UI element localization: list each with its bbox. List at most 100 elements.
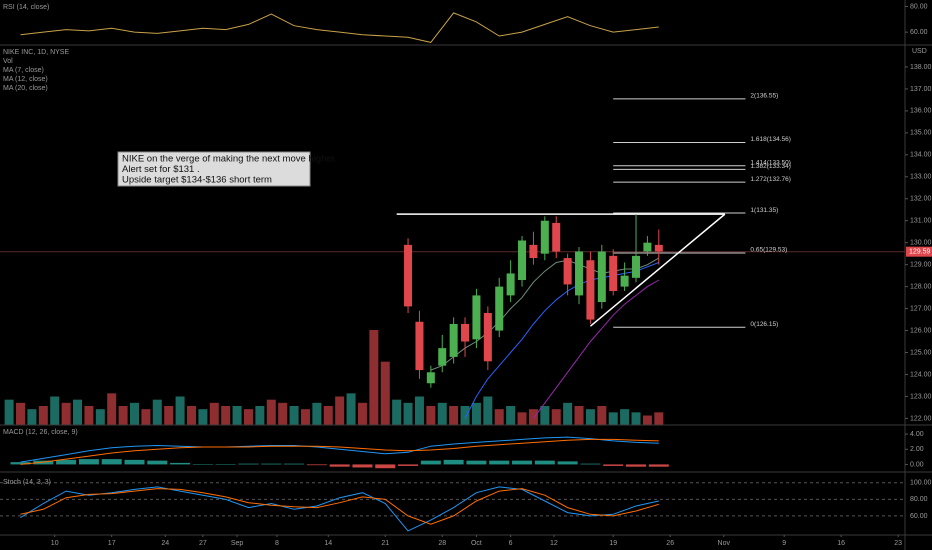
macd-histogram-bar [56, 459, 77, 465]
volume-bar [50, 396, 60, 425]
moving-average [430, 257, 660, 371]
candle-body [540, 220, 549, 254]
last-price-tag [906, 246, 932, 257]
x-tick-label: 14 [324, 540, 332, 547]
candle-body [643, 242, 652, 252]
volume-bar [540, 406, 550, 425]
volume-bar [631, 412, 641, 425]
x-tick-label: 12 [550, 540, 558, 547]
y-tick-label: 126.00 [910, 327, 932, 334]
x-tick-label: 21 [381, 540, 389, 547]
annotation-line: Upside target $134-$136 short term [122, 175, 272, 186]
y-tick-label: 60.00 [910, 513, 928, 520]
y-tick-label: 132.00 [910, 196, 932, 203]
candle-body [586, 260, 595, 320]
fib-label: 0(126.15) [750, 321, 778, 328]
rsi-pane [20, 12, 659, 43]
fib-label: 1(131.35) [750, 207, 778, 214]
x-tick-label: 23 [894, 540, 902, 547]
fib-label: 1.618(134.56) [750, 136, 790, 143]
y-tick-label: 136.00 [910, 108, 932, 115]
signal-line [20, 438, 659, 465]
candle-body [461, 323, 470, 342]
y-tick-label: 130.00 [910, 240, 932, 247]
volume-bar [323, 406, 333, 425]
volume-bar [414, 396, 424, 425]
ma-legend: MA (20, close) [3, 85, 48, 92]
x-tick-label: 24 [161, 540, 169, 547]
macd-histogram-bar [603, 464, 624, 466]
candle-body [472, 295, 481, 340]
volume-bar [141, 409, 151, 425]
macd-histogram-bar [329, 464, 350, 467]
stoch-d-line [20, 488, 659, 525]
volume-bar [392, 399, 402, 425]
macd-histogram-bar [489, 460, 510, 465]
volume-bar [129, 402, 139, 425]
volume-bar [620, 409, 630, 425]
fib-label: 1.382(133.34) [750, 163, 790, 170]
rsi-line [20, 12, 659, 43]
ma-legend: MA (12, close) [3, 76, 48, 83]
annotation: NIKE on the verge of making the next mov… [117, 151, 337, 187]
ma-legend: MA (7, close) [3, 67, 44, 74]
macd-pane [10, 436, 669, 469]
macd-histogram-bar [420, 460, 441, 465]
x-tick-label: 26 [666, 540, 674, 547]
volume-bar [494, 409, 504, 425]
macd-histogram-bar [398, 464, 419, 466]
candle-body [529, 244, 538, 259]
y-tick-label: 124.00 [910, 371, 932, 378]
y-tick-label: 4.00 [910, 431, 924, 438]
macd-histogram-bar [78, 459, 99, 465]
y-tick-label: 134.00 [910, 152, 932, 159]
macd-histogram-bar [626, 464, 647, 467]
volume-bar [84, 406, 94, 425]
fib-label: 1.272(132.76) [750, 176, 790, 183]
volume-bar [107, 393, 117, 425]
volume-bar [38, 406, 48, 425]
volume-bar [312, 402, 322, 425]
chart-title: NIKE INC, 1D, NYSE [3, 49, 69, 56]
macd-histogram-bar [580, 463, 601, 465]
volume-bar [608, 412, 618, 425]
candle-body [632, 255, 641, 278]
macd-line [20, 436, 659, 463]
y-tick-label: 60.00 [910, 29, 928, 36]
volume-bar [266, 399, 276, 425]
volume-bar [528, 409, 538, 425]
volume-bar [426, 406, 436, 425]
macd-histogram-bar [124, 459, 145, 465]
stoch-pane [0, 482, 905, 532]
annotation-line: NIKE on the verge of making the next mov… [122, 154, 337, 165]
y-tick-label: 125.00 [910, 349, 932, 356]
candle-body [518, 240, 527, 281]
y-tick-label: 80.00 [910, 3, 928, 10]
macd-histogram-bar [147, 460, 168, 465]
x-tick-label: 27 [199, 540, 207, 547]
volume-bar [506, 406, 516, 425]
y-tick-label: 131.00 [910, 218, 932, 225]
volume-bar [232, 406, 242, 425]
volume-bar [449, 406, 459, 425]
candle-body [438, 348, 447, 366]
x-tick-label: 9 [782, 540, 786, 547]
volume-bar [221, 406, 231, 425]
x-tick-label: 10 [51, 540, 59, 547]
volume-bar [95, 409, 105, 425]
volume-bar [164, 406, 174, 425]
x-tick-label: 28 [438, 540, 446, 547]
candle-body [415, 321, 424, 371]
volume-bar [186, 406, 196, 425]
volume-bar [346, 393, 356, 425]
volume-legend: Vol [3, 58, 13, 65]
volume-bar [300, 409, 310, 425]
price-pane: 2(136.55) 1.618(134.56) 1.414(133.50)1.382… [0, 93, 905, 425]
y-tick-label: 122.00 [910, 415, 932, 422]
candle-body [483, 312, 492, 362]
x-tick-label: Oct [471, 540, 482, 547]
volume-bar [335, 396, 345, 425]
volume-bar [437, 402, 447, 425]
